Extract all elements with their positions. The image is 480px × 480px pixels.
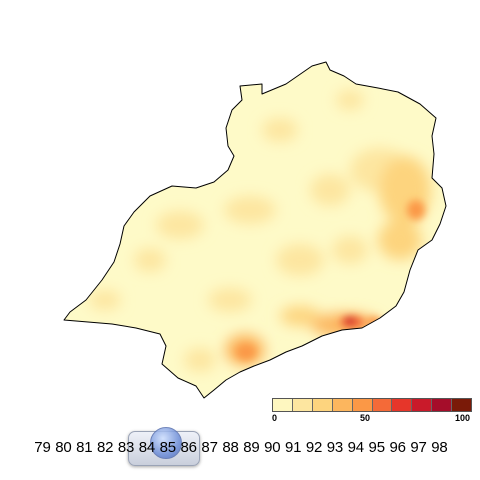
legend-swatch	[332, 399, 353, 411]
year-link-98[interactable]: 98	[431, 438, 448, 456]
legend-swatch	[312, 399, 333, 411]
year-link-84[interactable]: 84	[138, 438, 156, 456]
year-link-93[interactable]: 93	[326, 438, 344, 456]
year-link-90[interactable]: 90	[264, 438, 281, 456]
year-link-81[interactable]: 81	[76, 438, 93, 456]
legend-swatch	[392, 399, 413, 411]
year-link-82[interactable]: 82	[96, 438, 114, 456]
year-link-80[interactable]: 80	[55, 438, 72, 456]
region-map	[63, 61, 447, 399]
year-selector-knob[interactable]	[150, 427, 182, 459]
legend-swatch	[273, 399, 293, 411]
legend-label-max: 100	[455, 413, 471, 423]
legend-swatch	[432, 399, 453, 411]
year-link-89[interactable]: 89	[243, 438, 260, 456]
year-link-91[interactable]: 91	[284, 438, 302, 456]
legend-swatches	[272, 398, 472, 412]
year-link-87[interactable]: 87	[201, 438, 218, 456]
year-timeline: 79 80 81 82 83 84 85 86 87 88 89 90 91 92 93 94 95 96 97 98	[32, 432, 450, 462]
year-link-97[interactable]: 97	[410, 438, 427, 456]
year-link-95[interactable]: 95	[368, 438, 385, 456]
year-link-88[interactable]: 88	[222, 438, 239, 456]
legend-swatch	[292, 399, 313, 411]
legend-swatch	[372, 399, 393, 411]
year-link-94[interactable]: 94	[347, 438, 364, 456]
year-link-79[interactable]: 79	[34, 438, 51, 456]
legend-label-min: 0	[272, 413, 278, 423]
year-link-92[interactable]: 92	[305, 438, 323, 456]
legend-swatch	[452, 399, 472, 411]
legend-swatch	[352, 399, 373, 411]
color-legend: 0 50 100	[272, 398, 472, 428]
year-link-86[interactable]: 86	[180, 438, 197, 456]
region-outline	[63, 61, 447, 399]
legend-label-mid: 50	[360, 413, 371, 423]
year-link-96[interactable]: 96	[389, 438, 406, 456]
legend-swatch	[412, 399, 433, 411]
year-link-85[interactable]: 85	[159, 438, 176, 456]
year-link-83[interactable]: 83	[117, 438, 135, 456]
